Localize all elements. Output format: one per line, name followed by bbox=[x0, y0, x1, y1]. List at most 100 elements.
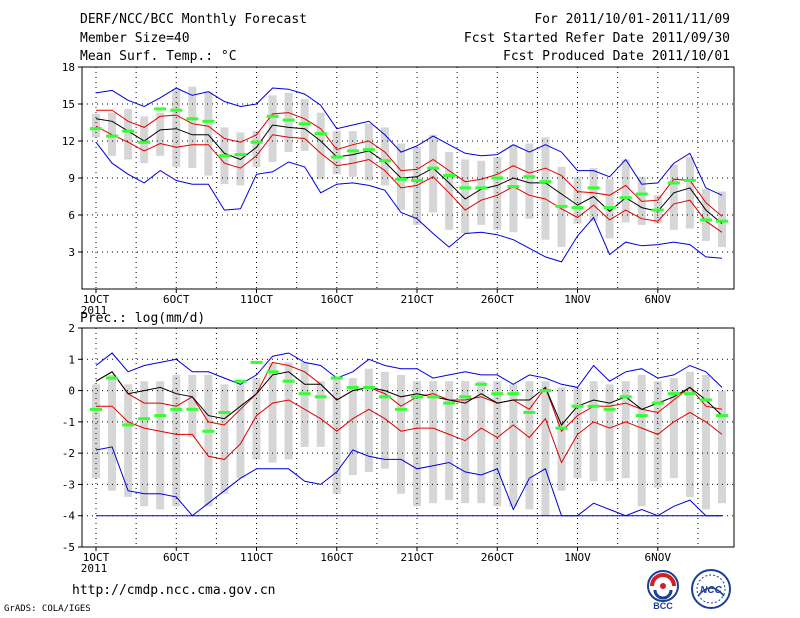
ncc-logo-icon: NCC bbox=[691, 569, 731, 609]
median-mark bbox=[507, 185, 520, 189]
min-line bbox=[95, 141, 723, 263]
median-mark bbox=[362, 385, 375, 389]
median-mark bbox=[266, 114, 279, 118]
ensemble-box bbox=[589, 168, 598, 222]
ensemble-box bbox=[140, 381, 149, 507]
ensemble-box bbox=[92, 113, 100, 138]
ensemble-box bbox=[413, 147, 422, 225]
ensemble-box bbox=[621, 159, 630, 223]
ensemble-box bbox=[204, 91, 213, 176]
median-mark bbox=[330, 155, 343, 159]
median-mark bbox=[507, 392, 520, 396]
x-tick-label: 6NOV bbox=[645, 293, 672, 306]
y-tick-label: 18 bbox=[62, 61, 75, 74]
ncc-logo-text: NCC bbox=[700, 585, 722, 596]
y-tick-label: 6 bbox=[68, 209, 75, 222]
median-mark bbox=[106, 376, 119, 380]
median-mark bbox=[250, 140, 263, 144]
chart-title: DERF/NCC/BCC Monthly Forecast bbox=[80, 12, 307, 27]
ensemble-box bbox=[236, 132, 245, 186]
median-mark bbox=[266, 370, 279, 374]
y-tick-label: 15 bbox=[62, 98, 75, 111]
median-mark bbox=[170, 407, 183, 411]
median-mark bbox=[411, 178, 424, 182]
median-mark bbox=[298, 122, 311, 126]
median-mark bbox=[491, 176, 504, 180]
median-mark bbox=[571, 206, 584, 210]
x-tick-label: 6OCT bbox=[163, 551, 190, 564]
median-mark bbox=[491, 392, 504, 396]
median-mark bbox=[699, 218, 712, 222]
ensemble-box bbox=[701, 374, 710, 510]
median-mark bbox=[346, 385, 359, 389]
ensemble-box bbox=[429, 134, 438, 213]
ensemble-box bbox=[300, 362, 309, 447]
median-mark bbox=[651, 401, 664, 405]
ensemble-box bbox=[669, 378, 678, 479]
y-tick-label: -3 bbox=[62, 478, 75, 491]
ensemble-box bbox=[573, 387, 582, 479]
median-mark bbox=[699, 398, 712, 402]
ensemble-box bbox=[204, 374, 213, 507]
x-tick-label: 6NOV bbox=[645, 551, 672, 564]
median-mark bbox=[603, 407, 616, 411]
ensemble-box bbox=[156, 112, 165, 156]
ensemble-box bbox=[268, 95, 277, 162]
mean-line bbox=[95, 371, 723, 426]
mean-line bbox=[95, 118, 723, 224]
x-tick-label: 1OCT bbox=[83, 551, 110, 564]
bcc-logo-icon: BCC bbox=[647, 570, 679, 611]
y-tick-label: -5 bbox=[62, 541, 75, 554]
ensemble-box bbox=[718, 390, 726, 504]
median-mark bbox=[122, 129, 135, 133]
median-mark bbox=[619, 395, 632, 399]
y-tick-label: -4 bbox=[62, 510, 76, 523]
median-mark bbox=[619, 196, 632, 200]
ensemble-box bbox=[172, 374, 181, 507]
ensemble-box bbox=[605, 384, 614, 482]
median-mark bbox=[459, 395, 472, 399]
ensemble-box bbox=[589, 381, 598, 482]
median-mark bbox=[298, 392, 311, 396]
median-mark bbox=[314, 395, 327, 399]
ensemble-box bbox=[380, 127, 389, 186]
median-mark bbox=[154, 414, 167, 418]
y-tick-label: -2 bbox=[62, 447, 75, 460]
median-mark bbox=[683, 392, 696, 396]
ensemble-box bbox=[348, 378, 357, 476]
median-mark bbox=[154, 107, 167, 111]
median-mark bbox=[587, 404, 600, 408]
median-mark bbox=[234, 153, 247, 157]
x-tick-label: 11OCT bbox=[240, 551, 273, 564]
ensemble-box bbox=[140, 116, 149, 164]
median-mark bbox=[202, 119, 215, 123]
ensemble-box bbox=[477, 160, 486, 225]
y-tick-label: 3 bbox=[68, 246, 75, 259]
y-tick-label: 2 bbox=[68, 322, 75, 335]
median-mark bbox=[186, 407, 199, 411]
median-mark bbox=[603, 206, 616, 210]
median-mark bbox=[218, 154, 231, 158]
median-mark bbox=[170, 108, 183, 112]
ensemble-box bbox=[396, 143, 405, 211]
ensemble-box bbox=[316, 112, 325, 180]
median-mark bbox=[635, 414, 648, 418]
forecast-period: For 2011/10/01-2011/11/09 bbox=[534, 12, 730, 27]
x-tick-label: 1NOV bbox=[564, 293, 591, 306]
ensemble-box bbox=[316, 381, 325, 447]
x-year-label: 2011 bbox=[81, 562, 108, 575]
source-url[interactable]: http://cmdp.ncc.cma.gov.cn bbox=[72, 583, 276, 598]
y-tick-label: 12 bbox=[62, 135, 75, 148]
ensemble-box bbox=[188, 86, 197, 169]
median-mark bbox=[716, 219, 728, 223]
x-tick-label: 16OCT bbox=[320, 293, 353, 306]
ensemble-box bbox=[637, 374, 646, 507]
median-mark bbox=[378, 395, 391, 399]
x-tick-label: 1OCT bbox=[83, 293, 110, 306]
ensemble-box bbox=[525, 381, 534, 510]
ensemble-box bbox=[525, 143, 534, 219]
median-mark bbox=[394, 177, 407, 181]
variable-label: Mean Surf. Temp.: °C bbox=[80, 49, 237, 64]
ensemble-box bbox=[284, 362, 293, 460]
